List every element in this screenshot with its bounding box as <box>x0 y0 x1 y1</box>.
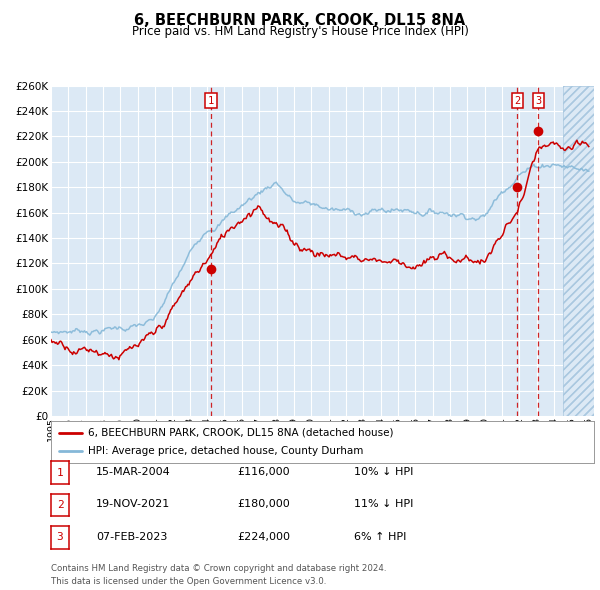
Text: 1: 1 <box>56 468 64 477</box>
Text: 6, BEECHBURN PARK, CROOK, DL15 8NA: 6, BEECHBURN PARK, CROOK, DL15 8NA <box>134 13 466 28</box>
Text: Contains HM Land Registry data © Crown copyright and database right 2024.: Contains HM Land Registry data © Crown c… <box>51 564 386 573</box>
Text: 3: 3 <box>535 96 542 106</box>
Text: 3: 3 <box>56 533 64 542</box>
Bar <box>563 86 594 416</box>
Text: 1: 1 <box>208 96 214 106</box>
Text: 6, BEECHBURN PARK, CROOK, DL15 8NA (detached house): 6, BEECHBURN PARK, CROOK, DL15 8NA (deta… <box>88 428 394 438</box>
Text: 11% ↓ HPI: 11% ↓ HPI <box>354 500 413 509</box>
Text: £116,000: £116,000 <box>237 467 290 477</box>
Text: 19-NOV-2021: 19-NOV-2021 <box>96 500 170 509</box>
Text: 15-MAR-2004: 15-MAR-2004 <box>96 467 171 477</box>
Text: 2: 2 <box>514 96 520 106</box>
Text: £224,000: £224,000 <box>237 532 290 542</box>
Text: 10% ↓ HPI: 10% ↓ HPI <box>354 467 413 477</box>
Text: 6% ↑ HPI: 6% ↑ HPI <box>354 532 406 542</box>
Text: Price paid vs. HM Land Registry's House Price Index (HPI): Price paid vs. HM Land Registry's House … <box>131 25 469 38</box>
Text: This data is licensed under the Open Government Licence v3.0.: This data is licensed under the Open Gov… <box>51 577 326 586</box>
Text: £180,000: £180,000 <box>237 500 290 509</box>
Text: 07-FEB-2023: 07-FEB-2023 <box>96 532 167 542</box>
Bar <box>563 86 594 416</box>
Text: 2: 2 <box>56 500 64 510</box>
Text: HPI: Average price, detached house, County Durham: HPI: Average price, detached house, Coun… <box>88 446 363 456</box>
